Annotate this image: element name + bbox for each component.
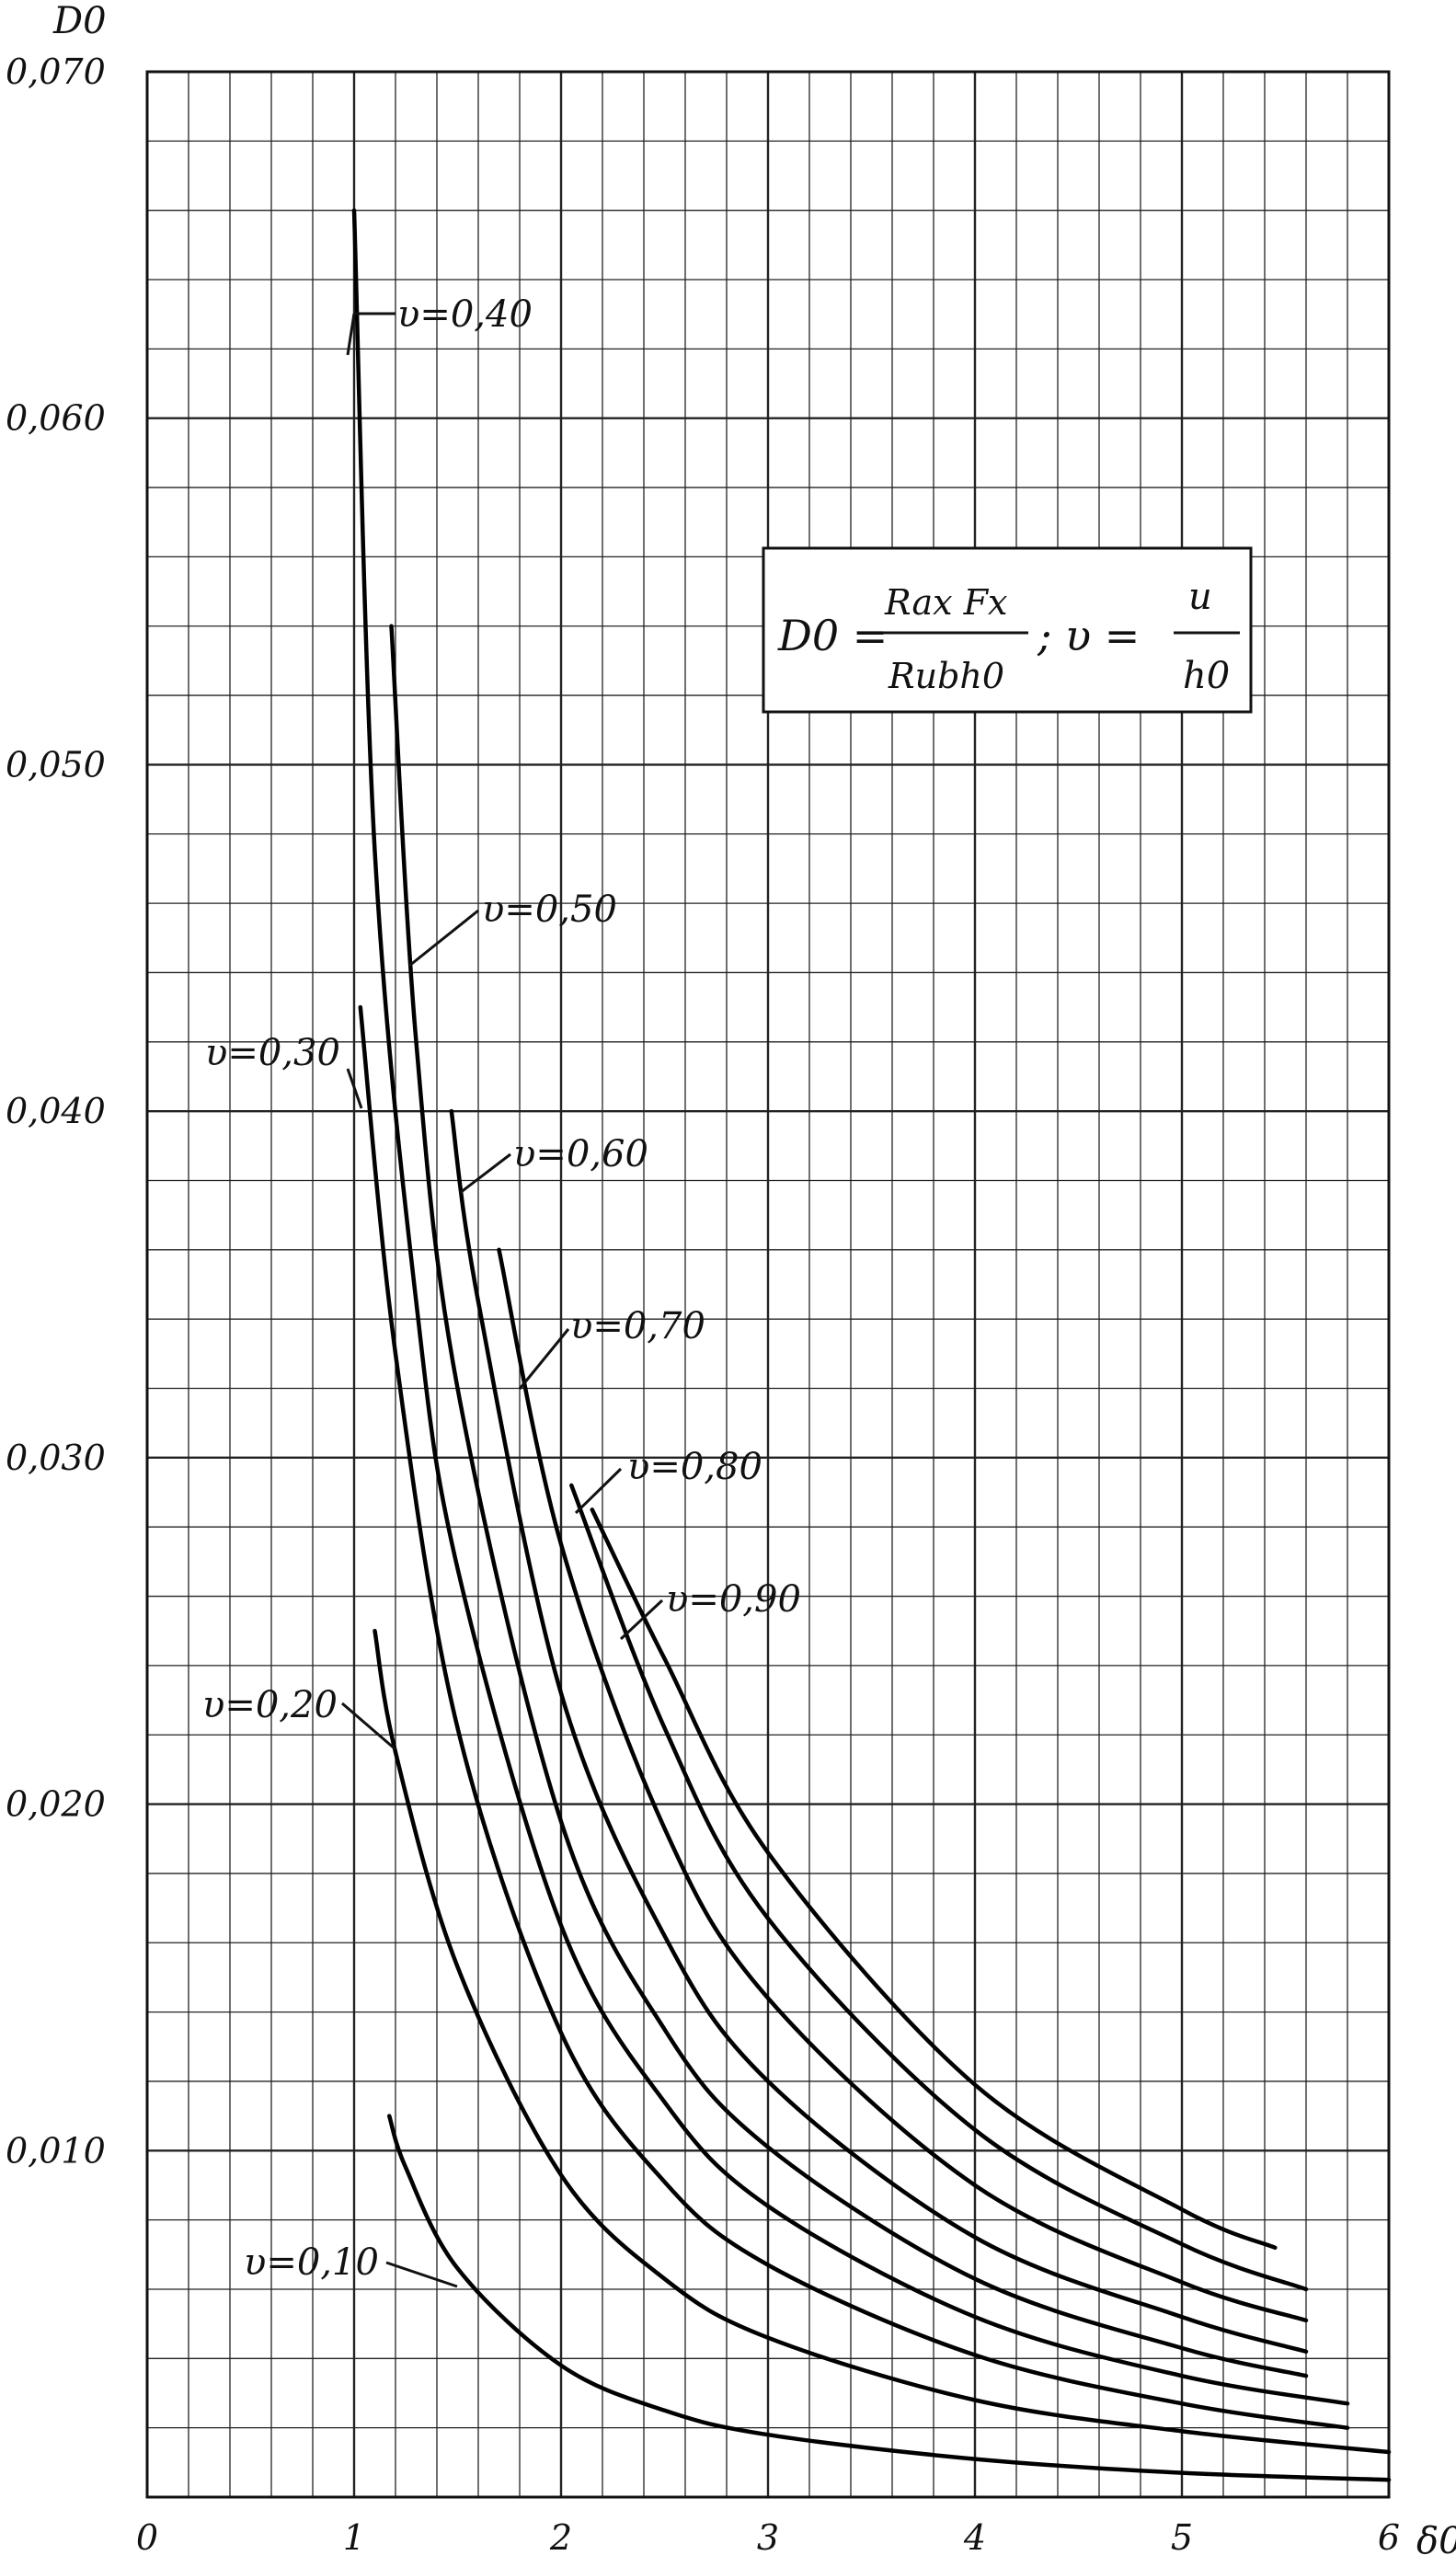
leader-line-010 xyxy=(385,2261,458,2288)
curve-label-text-080: υ=0,80 xyxy=(627,1446,762,1488)
y-tick-label: 0,010 xyxy=(6,2130,106,2171)
series-line-2 xyxy=(373,1628,1392,2455)
formula-den1: Rubh0 xyxy=(888,656,1004,696)
series-line-4 xyxy=(351,208,1350,2406)
formula-lhs: D0 = xyxy=(777,611,888,660)
series-line-9 xyxy=(590,1507,1278,2251)
curve-label-text-090: υ=0,90 xyxy=(666,1578,801,1621)
curve-label-text-060: υ=0,60 xyxy=(513,1133,648,1175)
leader-line-030 xyxy=(346,1068,363,1109)
curve-label-text-010: υ=0,10 xyxy=(244,2241,379,2284)
series-line-6 xyxy=(449,1108,1309,2355)
leader-line-090 xyxy=(619,1599,664,1641)
y-tick-label: 0,040 xyxy=(6,1091,106,1131)
y-tick-label: 0,020 xyxy=(6,1784,106,1825)
curve-label-060: υ=0,60 xyxy=(459,1133,648,1195)
curve-label-text-070: υ=0,70 xyxy=(570,1305,705,1347)
y-tick-label: 0,060 xyxy=(6,398,106,439)
curve-label-text-020: υ=0,20 xyxy=(202,1684,338,1726)
curve-label-090: υ=0,90 xyxy=(619,1578,801,1641)
y-axis-label: D0 xyxy=(52,0,107,42)
formula-frame xyxy=(762,546,1253,714)
ticks-layer: 0 1 2 3 4 5 6 0,010 0,020 0,030 0,040 0,050 0,060 0,0… xyxy=(6,52,1400,2558)
series-line-7 xyxy=(497,1247,1309,2323)
x-tick-label: 3 xyxy=(757,2517,779,2558)
grid-major xyxy=(147,72,1389,2497)
leader-line-080 xyxy=(574,1467,623,1515)
curve-label-020: υ=0,20 xyxy=(202,1684,396,1751)
series-line-8 xyxy=(569,1483,1309,2292)
formula-box: D0 = Rax Fx Rubh0 ; υ = u h0 xyxy=(762,546,1253,714)
x-tick-label: 1 xyxy=(343,2517,365,2558)
formula-den2: h0 xyxy=(1183,655,1230,697)
series-layer xyxy=(351,208,1392,2482)
formula-num1: Rax Fx xyxy=(884,582,1007,623)
formula-num2: u xyxy=(1188,576,1212,618)
series-line-5 xyxy=(389,624,1309,2378)
curve-label-text-050: υ=0,50 xyxy=(482,888,617,931)
leader-line-050 xyxy=(408,909,479,968)
curve-label-080: υ=0,80 xyxy=(574,1446,762,1515)
x-tick-label: 6 xyxy=(1378,2517,1400,2558)
x-tick-label: 4 xyxy=(963,2517,986,2558)
leader-line-070 xyxy=(518,1328,570,1390)
y-tick-label: 0,070 xyxy=(6,52,106,92)
leader-line-060 xyxy=(459,1152,511,1195)
leader-line-040b xyxy=(346,313,356,356)
plot-frame xyxy=(145,70,1391,2499)
x-tick-label: 5 xyxy=(1171,2517,1193,2558)
formula-sep: ; υ = xyxy=(1037,611,1140,660)
curve-label-010: υ=0,10 xyxy=(244,2241,458,2288)
curve-label-030: υ=0,30 xyxy=(205,1032,363,1109)
x-tick-label: 0 xyxy=(136,2517,158,2558)
y-tick-label: 0,030 xyxy=(6,1438,106,1478)
curve-label-text-040: υ=0,40 xyxy=(397,293,533,336)
x-axis-label: δ0 xyxy=(1416,2520,1456,2562)
series-line-3 xyxy=(358,1004,1350,2430)
y-tick-label: 0,050 xyxy=(6,744,106,785)
x-tick-label: 2 xyxy=(549,2517,572,2558)
leader-line-020 xyxy=(341,1702,396,1751)
series-line-1 xyxy=(386,2114,1392,2482)
curve-label-070: υ=0,70 xyxy=(518,1305,705,1390)
curve-label-040: υ=0,40 xyxy=(346,293,533,356)
curve-label-050: υ=0,50 xyxy=(408,888,617,968)
curve-label-text-030: υ=0,30 xyxy=(205,1032,340,1074)
